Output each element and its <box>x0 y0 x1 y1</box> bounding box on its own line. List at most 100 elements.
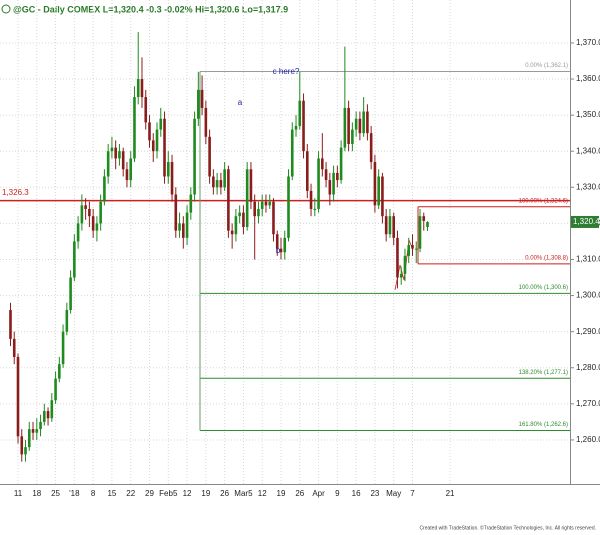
chart-title: @GC - Daily COMEX L=1,320.4 -0.3 -0.02% … <box>13 4 288 14</box>
candle-body <box>279 248 283 253</box>
x-tick-label: 15 <box>107 489 116 498</box>
candle-body <box>309 190 313 209</box>
candle-body <box>197 89 200 119</box>
y-tick-label: 1,280.0 <box>576 363 600 372</box>
candle-body <box>121 151 125 170</box>
x-tick-label: 12 <box>258 489 267 498</box>
candle-body <box>125 169 129 181</box>
candle-body <box>73 241 76 278</box>
x-tick-label: 23 <box>370 489 379 498</box>
candle-body <box>283 237 287 253</box>
candle-body <box>249 169 253 202</box>
candle-body <box>95 223 99 231</box>
candle-body <box>170 162 174 195</box>
footer: Created with TradeStation. ©TradeStation… <box>419 524 596 531</box>
candle-body <box>399 273 403 278</box>
candle-body <box>275 234 279 249</box>
candle-body <box>321 158 324 170</box>
candle-body <box>76 223 80 242</box>
x-tick-label: 22 <box>126 489 135 498</box>
candle-body <box>65 310 69 332</box>
candle-body <box>50 400 54 419</box>
candle-body <box>403 255 407 274</box>
candle-body <box>189 194 193 213</box>
candle-body <box>174 194 178 231</box>
candle-body <box>388 216 392 235</box>
x-tick-label: 25 <box>51 489 60 498</box>
last-price-label: 1,320.4 <box>573 217 600 226</box>
candle-body <box>80 205 84 224</box>
annotation: c here? <box>273 67 300 76</box>
candle-body <box>151 140 155 152</box>
candle-body <box>178 223 181 231</box>
candle-body <box>163 118 166 177</box>
candle-body <box>35 429 39 433</box>
candle-body <box>91 216 95 231</box>
level-label: 100.00% (1,300.6) <box>519 285 568 291</box>
candle-body <box>159 118 163 130</box>
candle-body <box>234 216 238 235</box>
candle-body <box>328 180 332 195</box>
candle-body <box>42 411 46 422</box>
candle-body <box>272 201 275 235</box>
candle-body <box>212 176 215 188</box>
level-label: 161.80% (1,262.6) <box>519 422 568 428</box>
y-tick-label: 1,350.0 <box>576 110 600 119</box>
y-tick-label: 1,370.0 <box>576 38 600 47</box>
level-label: 138.20% (1,277.1) <box>519 370 568 376</box>
candle-body <box>384 216 388 235</box>
candle-body <box>336 172 339 181</box>
candle-body <box>238 212 241 217</box>
x-tick-label: 11 <box>14 489 23 498</box>
level-label: 100.00% (1,324.6) <box>519 198 568 204</box>
candle-body <box>257 208 260 217</box>
annotation: a <box>238 98 243 107</box>
candle-body <box>396 237 399 278</box>
candle-body <box>317 158 320 209</box>
candle-body <box>245 169 249 228</box>
candle-body <box>106 151 110 177</box>
candle-body <box>354 118 358 130</box>
x-tick-label: 7 <box>410 489 415 498</box>
candle-body <box>20 436 24 455</box>
candle-body <box>260 201 264 209</box>
candle-body <box>204 107 208 137</box>
candle-body <box>227 169 230 231</box>
candle-body <box>99 201 102 224</box>
candle-body <box>298 100 302 126</box>
candle-body <box>136 79 140 98</box>
candle-body <box>343 107 347 148</box>
candle-body <box>208 136 211 177</box>
candle-body <box>148 122 151 141</box>
candle-body <box>313 208 317 210</box>
candle-body <box>411 245 414 249</box>
y-tick-label: 1,290.0 <box>576 327 600 336</box>
candle-body <box>324 169 328 181</box>
candle-body <box>230 230 234 235</box>
candle-body <box>200 89 204 108</box>
x-tick-label: May <box>386 489 401 498</box>
y-tick-label: 1,300.0 <box>576 291 600 300</box>
x-tick-label: 29 <box>145 489 154 498</box>
x-tick-label: Feb5 <box>159 489 178 498</box>
candle-body <box>103 176 106 202</box>
candle-body <box>351 129 354 144</box>
candle-body <box>422 216 426 221</box>
candle-body <box>414 248 418 250</box>
candle-body <box>392 216 395 238</box>
y-tick-label: 1,270.0 <box>576 399 600 408</box>
level-label: 0.00% (1,308.8) <box>525 255 568 261</box>
level-label: 0.00% (1,362.1) <box>525 63 568 69</box>
x-tick-label: 16 <box>352 489 361 498</box>
candle-body <box>166 162 170 177</box>
candle-body <box>24 447 27 455</box>
y-tick-label: 1,260.0 <box>576 435 600 444</box>
candle-body <box>133 97 136 159</box>
candle-body <box>290 129 294 177</box>
candle-body <box>219 180 223 188</box>
candle-body <box>264 201 268 206</box>
x-tick-label: 18 <box>32 489 41 498</box>
candle-body <box>46 411 50 419</box>
candle-body <box>144 97 148 123</box>
candle-body <box>16 356 20 437</box>
